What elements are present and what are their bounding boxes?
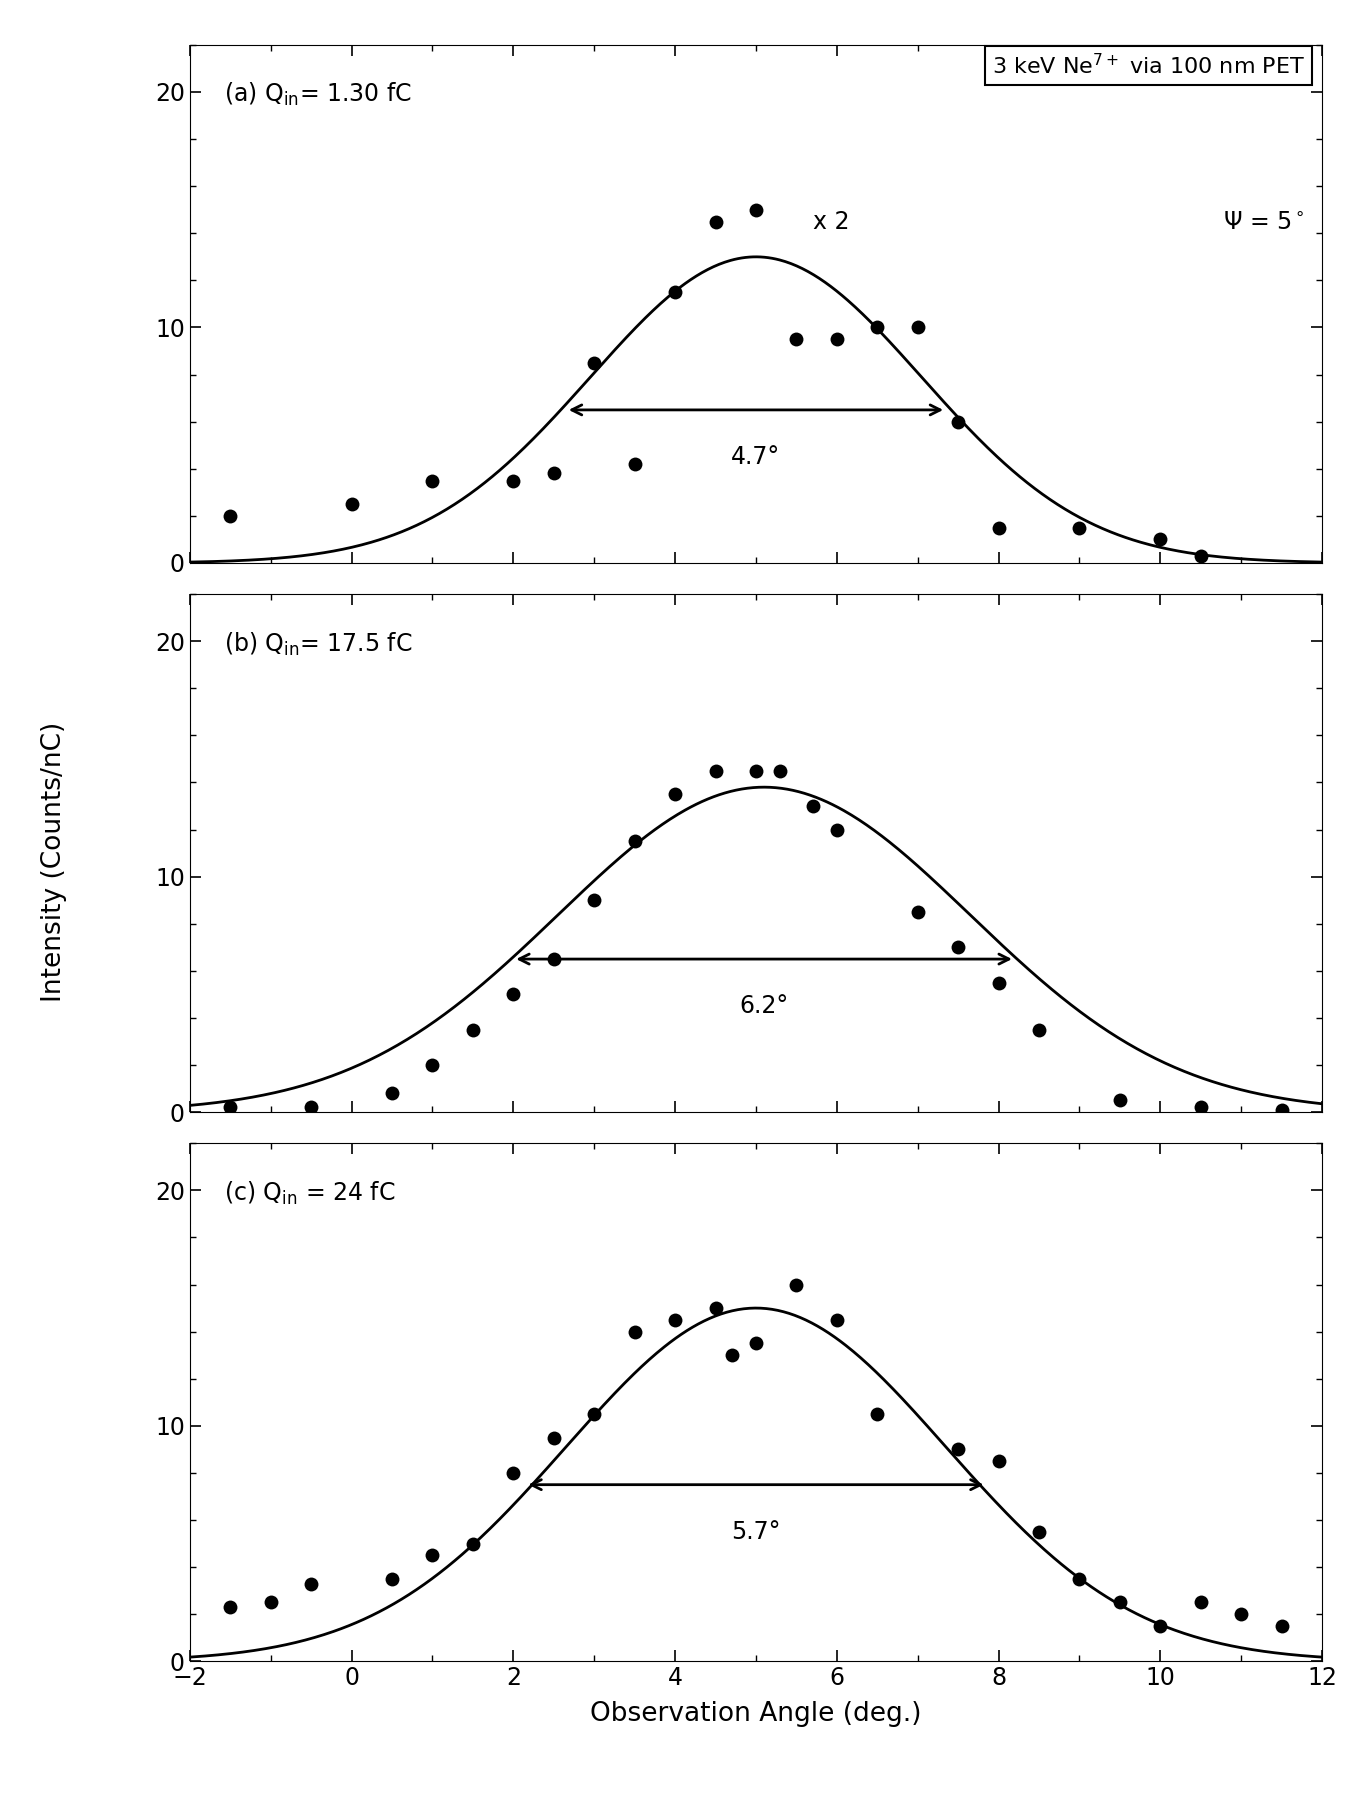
- Point: [542, 1422, 564, 1451]
- Point: [381, 1079, 403, 1108]
- Point: [422, 467, 443, 496]
- Point: [220, 1094, 241, 1122]
- Text: (c) Q$_{\mathrm{in}}$ = 24 fC: (c) Q$_{\mathrm{in}}$ = 24 fC: [224, 1180, 396, 1207]
- Point: [1191, 542, 1212, 571]
- Point: [826, 325, 848, 354]
- Point: [866, 313, 888, 341]
- Point: [705, 756, 727, 785]
- Point: [542, 945, 564, 973]
- Point: [624, 1316, 645, 1345]
- Point: [422, 1541, 443, 1570]
- Point: [624, 826, 645, 855]
- X-axis label: Observation Angle (deg.): Observation Angle (deg.): [590, 1701, 922, 1728]
- Point: [1109, 1087, 1131, 1115]
- Text: Intensity (Counts/nC): Intensity (Counts/nC): [41, 722, 68, 1002]
- Point: [462, 1015, 484, 1043]
- Point: [769, 756, 791, 785]
- Point: [721, 1342, 743, 1370]
- Point: [785, 1270, 807, 1299]
- Text: 5.7°: 5.7°: [731, 1519, 781, 1545]
- Point: [340, 490, 362, 519]
- Point: [462, 1528, 484, 1557]
- Point: [300, 1570, 321, 1598]
- Point: [422, 1051, 443, 1079]
- Point: [907, 898, 929, 927]
- Point: [866, 1399, 888, 1428]
- Point: [744, 196, 766, 224]
- Point: [948, 408, 970, 436]
- Point: [1271, 1611, 1292, 1640]
- Point: [1028, 1015, 1050, 1043]
- Point: [1069, 514, 1090, 542]
- Point: [503, 981, 525, 1009]
- Point: [948, 1435, 970, 1464]
- Text: x 2: x 2: [812, 210, 849, 233]
- Text: (b) Q$_{\mathrm{in}}$= 17.5 fC: (b) Q$_{\mathrm{in}}$= 17.5 fC: [224, 630, 412, 657]
- Point: [785, 325, 807, 354]
- Point: [705, 1293, 727, 1322]
- Point: [1150, 1611, 1172, 1640]
- Text: (a) Q$_{\mathrm{in}}$= 1.30 fC: (a) Q$_{\mathrm{in}}$= 1.30 fC: [224, 81, 412, 108]
- Point: [583, 1399, 605, 1428]
- Point: [987, 968, 1009, 997]
- Point: [826, 815, 848, 844]
- Point: [987, 1448, 1009, 1476]
- Point: [1271, 1096, 1292, 1124]
- Point: [624, 449, 645, 478]
- Text: $\Psi$ = 5$^\circ$: $\Psi$ = 5$^\circ$: [1223, 210, 1304, 235]
- Point: [948, 932, 970, 961]
- Point: [1069, 1564, 1090, 1593]
- Text: 6.2°: 6.2°: [739, 995, 789, 1018]
- Point: [583, 885, 605, 914]
- Point: [907, 313, 929, 341]
- Point: [503, 1458, 525, 1487]
- Point: [1150, 524, 1172, 553]
- Point: [220, 1593, 241, 1622]
- Point: [1109, 1588, 1131, 1616]
- Text: 3 keV Ne$^{7+}$ via 100 nm PET: 3 keV Ne$^{7+}$ via 100 nm PET: [993, 52, 1304, 77]
- Point: [1028, 1518, 1050, 1546]
- Point: [705, 207, 727, 235]
- Point: [503, 467, 525, 496]
- Point: [1230, 1600, 1252, 1629]
- Point: [664, 278, 686, 307]
- Point: [664, 1306, 686, 1334]
- Point: [744, 1329, 766, 1358]
- Point: [1191, 1094, 1212, 1122]
- Point: [542, 460, 564, 489]
- Point: [801, 792, 823, 821]
- Point: [826, 1306, 848, 1334]
- Text: 4.7°: 4.7°: [731, 445, 781, 469]
- Point: [300, 1094, 321, 1122]
- Point: [1191, 1588, 1212, 1616]
- Point: [381, 1564, 403, 1593]
- Point: [220, 501, 241, 530]
- Point: [664, 779, 686, 808]
- Point: [260, 1588, 282, 1616]
- Point: [987, 514, 1009, 542]
- Point: [583, 348, 605, 377]
- Point: [744, 756, 766, 785]
